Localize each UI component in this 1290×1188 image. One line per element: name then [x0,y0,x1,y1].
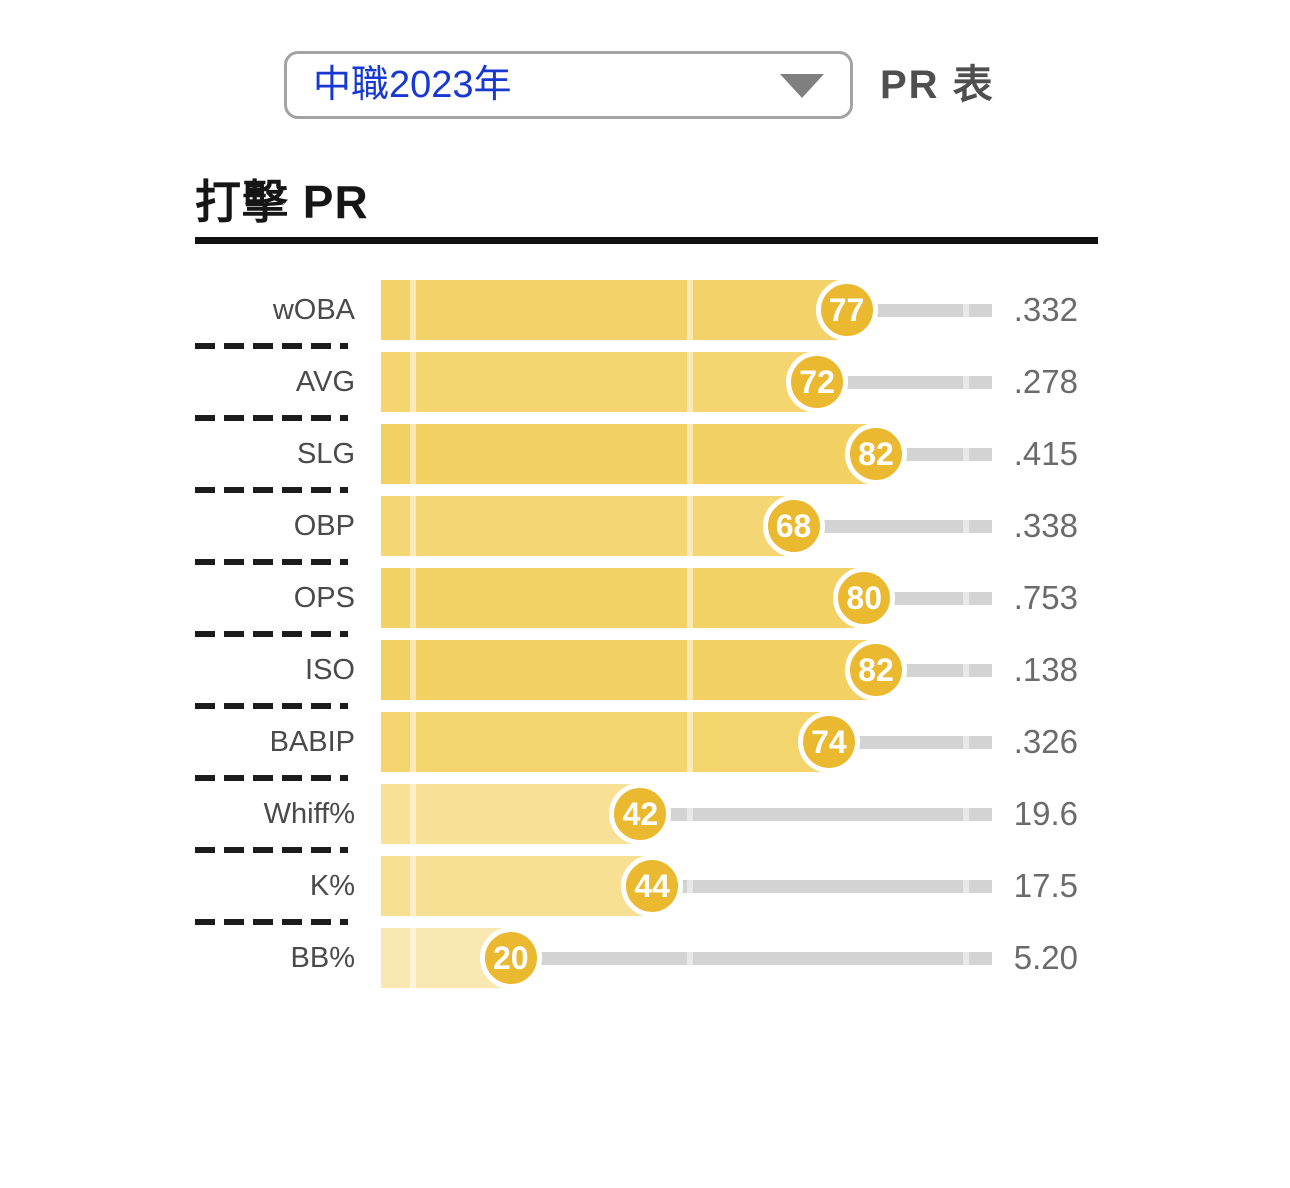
pr-badge: 68 [762,495,825,557]
gridline-tick [687,712,693,772]
gridline-tick [410,640,416,700]
gridline-tick [410,784,416,844]
stat-label: Whiff% [263,798,355,830]
stat-label: AVG [295,366,355,398]
row-separator [195,703,348,709]
remainder-track [640,807,992,821]
remainder-track [793,519,992,533]
gridline-tick [962,591,969,605]
season-dropdown-value: 中職2023年 [313,64,512,106]
row-separator [195,487,348,493]
gridline-tick [687,352,693,412]
gridline-tick [962,303,969,317]
stat-value: .278 [1013,363,1078,400]
chevron-down-icon [780,74,824,98]
pr-badge: 42 [609,783,672,845]
stat-value: .332 [1013,291,1078,328]
gridline-tick [687,640,693,700]
stat-label: SLG [296,438,355,470]
stat-label: ISO [305,654,355,686]
pr-bar [381,856,653,916]
stat-value: .326 [1013,723,1078,760]
pr-bar [381,784,641,844]
gridline-tick [687,568,693,628]
pr-badge: 80 [833,567,896,629]
remainder-track [864,591,992,605]
stat-value: .753 [1013,579,1078,616]
gridline-tick [686,807,693,821]
view-label: PR 表 [880,63,995,107]
gridline-tick [687,496,693,556]
gridline-tick [410,280,416,340]
pr-badge: 20 [479,927,542,989]
row-separator [195,919,348,925]
stat-label: OBP [293,510,355,542]
remainder-track [510,951,992,965]
stat-value: 5.20 [1013,939,1078,976]
remainder-track [652,879,992,893]
stat-label: K% [309,870,355,902]
remainder-track [846,303,992,317]
stat-label: BB% [290,942,355,974]
pr-badge: 74 [797,711,860,773]
chart-title: 打擊 PR [195,176,369,228]
season-dropdown[interactable]: 中職2023年 [284,51,853,119]
gridline-tick [962,663,969,677]
pr-badge: 82 [844,639,907,701]
gridline-tick [410,424,416,484]
gridline-tick [962,879,969,893]
gridline-tick [962,735,969,749]
gridline-tick [687,424,693,484]
row-separator [195,775,348,781]
gridline-tick [410,568,416,628]
pr-bar [381,712,829,772]
pr-badge: 82 [844,423,907,485]
pr-bar [381,640,876,700]
stat-value: .338 [1013,507,1078,544]
gridline-tick [962,447,969,461]
title-underline [195,237,1098,244]
gridline-tick [686,951,693,965]
gridline-tick [410,712,416,772]
pr-bar [381,568,865,628]
gridline-tick [962,375,969,389]
pr-bar [381,352,818,412]
gridline-tick [410,928,416,988]
stat-value: .415 [1013,435,1078,472]
gridline-tick [962,807,969,821]
row-separator [195,343,348,349]
pr-bar [381,280,847,340]
stat-label: OPS [293,582,355,614]
gridline-tick [962,951,969,965]
row-separator [195,415,348,421]
gridline-tick [962,519,969,533]
stat-label: BABIP [269,726,355,758]
pr-bar [381,496,794,556]
stat-value: 19.6 [1013,795,1078,832]
gridline-tick [410,352,416,412]
pr-badge: 44 [621,855,684,917]
stat-value: 17.5 [1013,867,1078,904]
remainder-track [817,375,992,389]
row-separator [195,631,348,637]
row-separator [195,559,348,565]
gridline-tick [410,856,416,916]
pr-badge: 72 [786,351,849,413]
pr-bar [381,424,876,484]
stat-label: wOBA [272,294,355,326]
pr-badge: 77 [815,279,878,341]
gridline-tick [687,280,693,340]
stat-value: .138 [1013,651,1078,688]
gridline-tick [410,496,416,556]
row-separator [195,847,348,853]
remainder-track [828,735,992,749]
gridline-tick [686,879,693,893]
